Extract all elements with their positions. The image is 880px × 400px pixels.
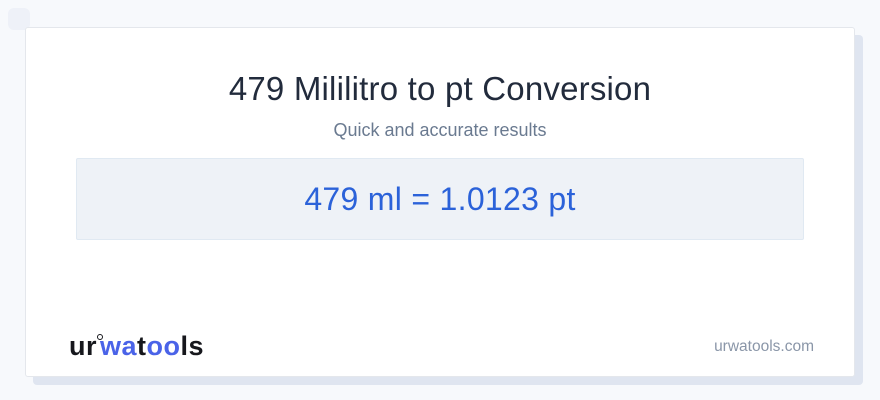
conversion-result-text: 479 ml = 1.0123 pt	[304, 180, 576, 217]
logo-ring-icon	[97, 334, 103, 340]
logo-segment: wa	[100, 331, 138, 361]
logo-segment: ur	[69, 331, 97, 361]
page-title: 479 Mililitro to pt Conversion	[228, 70, 652, 107]
card-footer: ur watools urwatools.com	[69, 333, 814, 360]
site-url-link[interactable]: urwatools.com	[714, 337, 814, 355]
conversion-card: 479 Mililitro to pt Conversion Quick and…	[25, 27, 855, 377]
background-accent-square	[8, 8, 30, 30]
logo-segment: ls	[180, 331, 205, 361]
logo-segment: oo	[146, 331, 181, 361]
urwatools-logo[interactable]: ur watools	[69, 333, 204, 360]
logo-segment: t	[137, 331, 147, 361]
page-subtitle: Quick and accurate results	[333, 120, 547, 140]
conversion-result-box: 479 ml = 1.0123 pt	[76, 158, 804, 240]
